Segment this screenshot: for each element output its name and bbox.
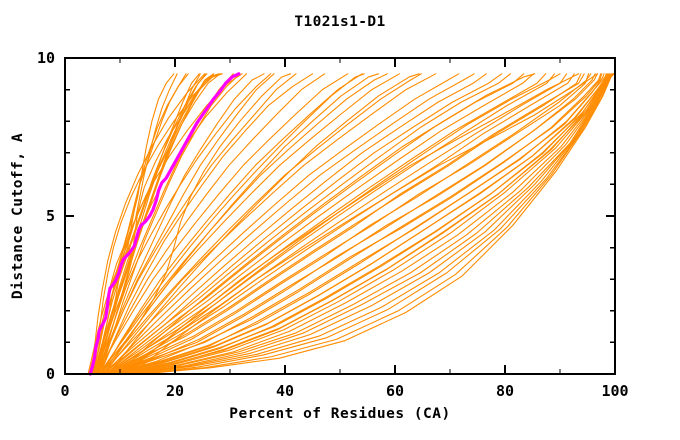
series-layer <box>87 72 615 376</box>
series-line <box>99 73 314 375</box>
series-line <box>91 73 223 375</box>
series-line <box>104 73 380 375</box>
x-tick-label: 80 <box>496 382 514 400</box>
series-line <box>111 73 607 375</box>
series-line <box>110 73 603 375</box>
series-line <box>102 73 512 375</box>
series-line <box>111 73 596 375</box>
x-tick-label: 0 <box>60 382 69 400</box>
series-line <box>107 73 547 375</box>
series-line <box>98 73 292 375</box>
series-line <box>100 73 365 375</box>
series-line <box>104 73 475 375</box>
series-line <box>94 73 272 375</box>
series-line <box>107 73 585 375</box>
series-line-highlight <box>88 72 241 376</box>
series-line <box>129 73 615 375</box>
x-tick-label: 100 <box>601 382 628 400</box>
series-line <box>110 73 590 375</box>
series-line <box>100 73 460 375</box>
series-line <box>97 73 326 375</box>
series-line <box>104 73 535 375</box>
series-line <box>108 73 420 375</box>
x-tick-label: 60 <box>386 382 404 400</box>
series-line <box>108 73 568 375</box>
y-tick-label: 10 <box>37 49 55 67</box>
series-line <box>100 73 363 375</box>
series-line <box>123 73 614 375</box>
series-line <box>99 73 241 375</box>
series-line <box>93 73 243 375</box>
series-line <box>112 73 609 375</box>
series-line <box>98 73 388 375</box>
y-tick-label: 5 <box>46 207 55 225</box>
x-axis-title: Percent of Residues (CA) <box>229 406 451 422</box>
series-line <box>106 73 575 375</box>
y-axis-title: Distance Cutoff, A <box>10 133 26 299</box>
axis-tick-labels: 0 20 40 60 80 100 0 5 10 <box>37 49 629 400</box>
series-line <box>98 73 221 375</box>
series-line <box>105 73 556 375</box>
series-line <box>112 73 602 375</box>
series-line <box>96 73 349 375</box>
x-tick-label: 40 <box>276 382 294 400</box>
series-line <box>116 73 611 375</box>
series-line <box>141 73 615 375</box>
series-line <box>99 73 422 375</box>
axis-ticks <box>64 57 616 375</box>
series-line <box>95 73 297 375</box>
page-title: T1021s1-D1 <box>294 14 385 30</box>
series-line <box>96 73 265 375</box>
x-tick-label: 20 <box>166 382 184 400</box>
series-line <box>108 73 592 375</box>
series-line <box>115 73 613 375</box>
y-tick-label: 0 <box>46 365 55 383</box>
series-line <box>130 73 598 375</box>
series-line <box>109 73 582 375</box>
series-line <box>90 73 206 375</box>
series-line <box>120 73 561 375</box>
series-line <box>97 73 248 375</box>
series-line <box>109 73 598 375</box>
series-line <box>116 73 536 375</box>
series-line <box>101 73 487 375</box>
series-line <box>102 73 437 375</box>
